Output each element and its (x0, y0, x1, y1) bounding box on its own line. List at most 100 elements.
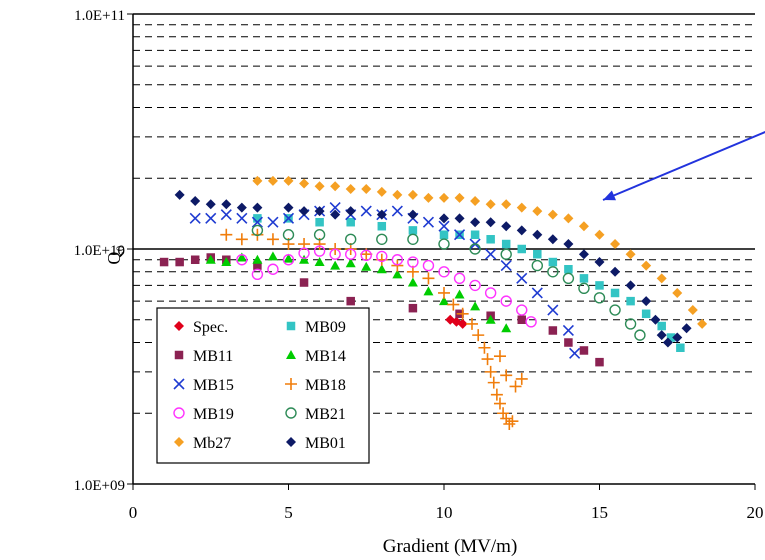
data-point (595, 357, 604, 367)
x-tick-label: 15 (591, 503, 608, 522)
data-point (299, 206, 310, 217)
data-point (562, 324, 574, 337)
data-point (516, 272, 528, 284)
data-point (360, 249, 372, 262)
data-point (376, 250, 388, 263)
data-point (205, 212, 217, 224)
data-point (666, 333, 676, 342)
legend-item: MB19 (173, 406, 234, 423)
data-point (516, 304, 528, 316)
data-point (579, 346, 589, 355)
legend-label: MB21 (305, 406, 346, 423)
legend-marker (286, 321, 296, 331)
data-point (267, 263, 279, 275)
data-point (485, 199, 496, 210)
legend-item: MB21 (285, 406, 346, 423)
legend-marker (174, 437, 184, 447)
series-mb14 (205, 251, 512, 333)
data-point (314, 257, 325, 267)
data-point (345, 206, 356, 217)
data-point (376, 186, 387, 197)
data-point (361, 184, 372, 195)
data-point (221, 199, 232, 210)
data-point (175, 257, 184, 267)
data-point (610, 266, 621, 277)
data-point (501, 323, 512, 333)
data-point (610, 239, 621, 250)
x-axis-label: Gradient (MV/m) (383, 536, 518, 557)
data-point (251, 268, 264, 281)
data-point (593, 292, 606, 304)
legend-label: MB18 (305, 377, 346, 394)
data-point (501, 199, 512, 210)
data-point (578, 221, 589, 232)
data-point (641, 309, 651, 319)
data-point (453, 272, 466, 285)
data-point (267, 216, 279, 228)
data-point (345, 248, 357, 260)
data-point (562, 272, 575, 285)
data-point (190, 255, 200, 265)
data-point (346, 217, 355, 227)
data-point (656, 273, 667, 284)
data-point (439, 213, 449, 224)
data-point (547, 266, 559, 278)
tick-labels: 0 5 10 15 20 1.0E+09 1.0E+10 1.0E+11 (74, 8, 764, 522)
data-point (447, 298, 460, 311)
legend-item: MB18 (285, 377, 346, 394)
data-point (407, 256, 419, 268)
data-point (578, 249, 589, 260)
data-point (517, 244, 526, 254)
legend-label: MB11 (193, 348, 233, 365)
data-point (625, 280, 636, 291)
data-point (594, 257, 605, 268)
data-point (547, 209, 558, 220)
data-point (299, 254, 310, 264)
data-point (470, 217, 481, 228)
data-point (376, 209, 387, 220)
data-point (563, 239, 574, 250)
legend-label: MB19 (193, 406, 234, 423)
y-tick-label: 1.0E+11 (74, 8, 125, 24)
data-point (681, 323, 692, 334)
data-point (406, 265, 419, 278)
data-point (454, 192, 465, 203)
data-point (626, 296, 635, 306)
data-point (485, 217, 496, 228)
data-point (298, 247, 310, 259)
data-point (253, 261, 262, 270)
data-point (438, 220, 450, 232)
data-point (595, 281, 604, 290)
data-point (501, 221, 512, 232)
data-point (329, 202, 341, 214)
data-point (313, 229, 326, 241)
data-point (454, 289, 465, 299)
data-point (548, 257, 558, 267)
data-point (439, 296, 449, 306)
data-point (456, 307, 469, 320)
legend-marker (286, 350, 296, 359)
data-point (650, 314, 661, 325)
legend-label: MB01 (305, 435, 346, 452)
data-point (236, 202, 247, 213)
legend-item: MB01 (286, 435, 346, 452)
data-point (657, 321, 666, 331)
data-point (672, 287, 683, 298)
data-point (676, 343, 685, 353)
data-point (465, 317, 478, 330)
data-point (407, 277, 418, 287)
data-point (391, 259, 404, 272)
legend-marker (173, 407, 185, 419)
data-point (282, 229, 295, 241)
data-point (687, 305, 698, 316)
data-point (485, 248, 497, 260)
data-point (422, 272, 435, 285)
data-point (484, 365, 497, 378)
data-point (515, 372, 528, 385)
legend: Spec. MB09 MB11 MB14 MB15 MB18 MB19 MB21 Mb27 MB0… (156, 307, 370, 464)
legend-marker (285, 378, 297, 390)
data-point (314, 206, 325, 217)
series-spec (445, 314, 468, 329)
data-point (391, 205, 403, 217)
data-point (252, 175, 263, 186)
